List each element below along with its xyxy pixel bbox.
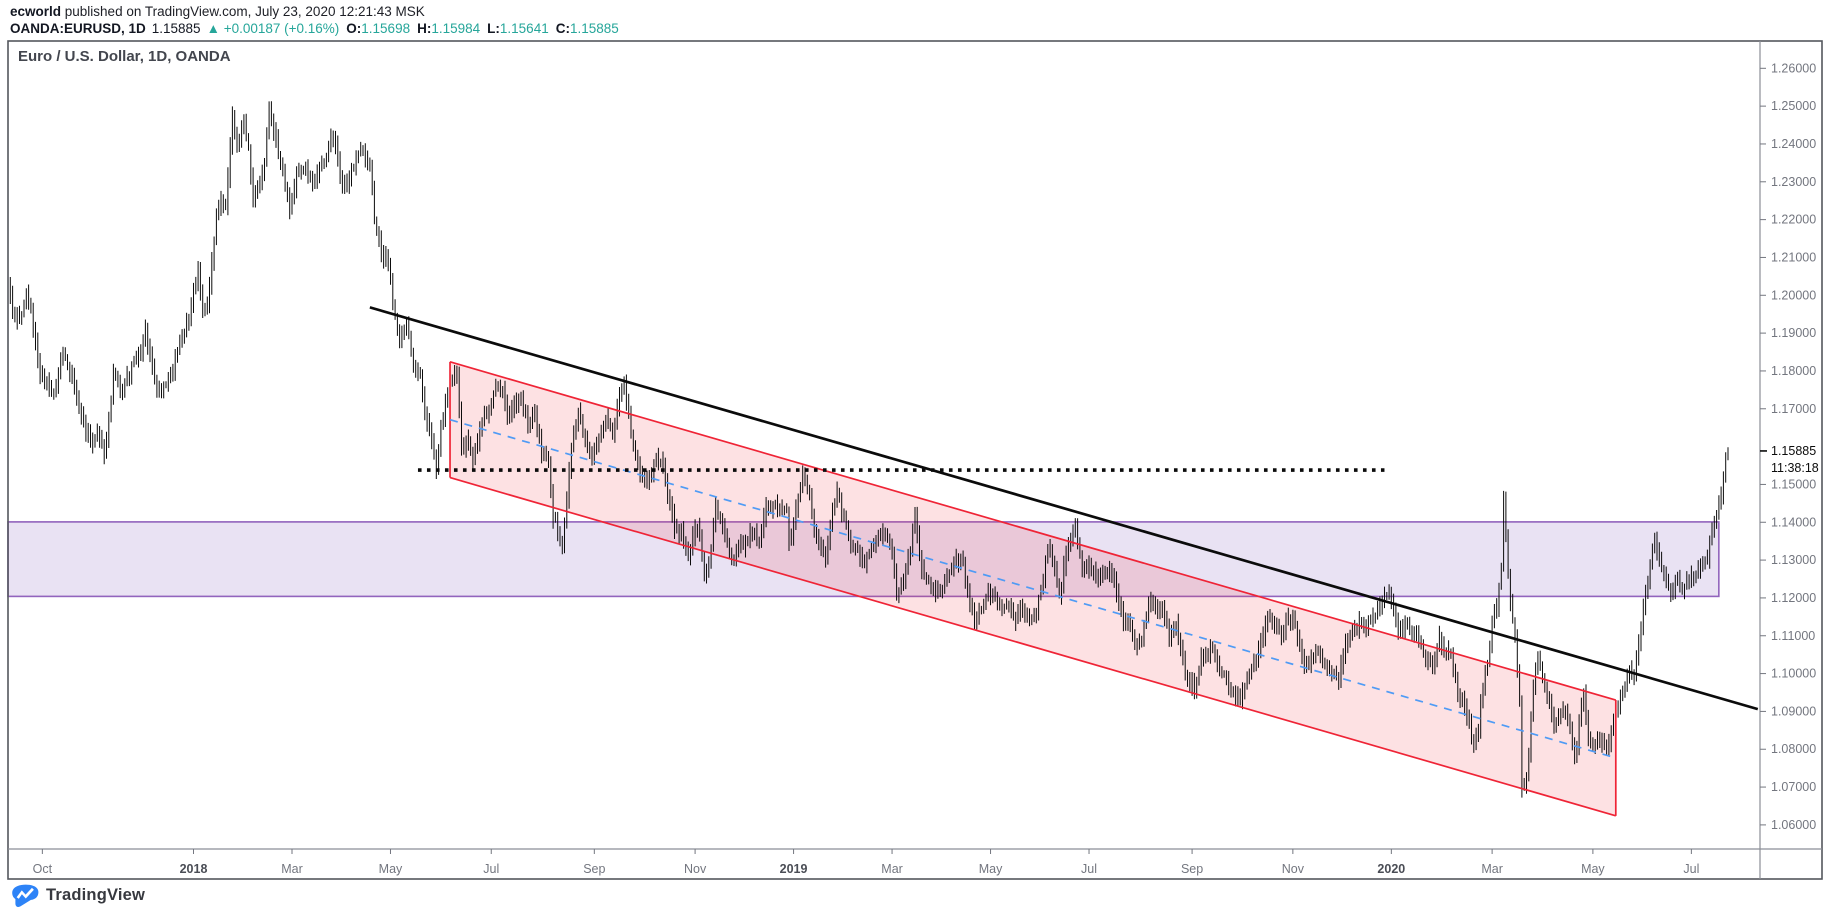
time-tick-label[interactable]: Sep [1181,862,1203,876]
symbol-name[interactable]: OANDA:EURUSD, 1D [10,21,146,36]
bar-countdown-label: 11:38:18 [1771,461,1819,475]
price-tick-label[interactable]: 1.10000 [1771,667,1816,681]
low-label: L: [487,21,500,36]
time-tick-label[interactable]: Jul [1683,862,1699,876]
price-tick-label[interactable]: 1.26000 [1771,61,1816,75]
time-tick-label[interactable]: Nov [684,862,707,876]
last-price-axis-label: 1.15885 [1771,444,1816,458]
price-tick-label[interactable]: 1.08000 [1771,742,1816,756]
price-tick-label[interactable]: 1.07000 [1771,780,1816,794]
price-tick-label[interactable]: 1.23000 [1771,175,1816,189]
snapshot-header: ecworld published on TradingView.com, Ju… [10,4,619,37]
price-tick-label[interactable]: 1.24000 [1771,137,1816,151]
time-tick-label[interactable]: May [1581,862,1605,876]
price-tick-label[interactable]: 1.17000 [1771,402,1816,416]
price-tick-label[interactable]: 1.13000 [1771,553,1816,567]
time-tick-label[interactable]: Mar [281,862,303,876]
price-tick-label[interactable]: 1.22000 [1771,213,1816,227]
price-tick-label[interactable]: 1.21000 [1771,250,1816,264]
last-price: 1.15885 [151,21,201,36]
symbol-line: OANDA:EURUSD, 1D 1.15885 ▲ +0.00187 (+0.16… [10,21,619,37]
high-label: H: [417,21,432,36]
descending-trendline[interactable] [369,306,1759,711]
purple-price-zone[interactable] [7,521,1720,598]
open-value: 1.15698 [361,21,411,36]
time-tick-label[interactable]: 2020 [1377,862,1405,876]
time-tick-label[interactable]: Mar [881,862,903,876]
high-value: 1.15984 [431,21,481,36]
price-tick-label[interactable]: 1.18000 [1771,364,1816,378]
channel-median-line[interactable] [449,418,1617,759]
time-tick-label[interactable]: May [379,862,403,876]
close-value: 1.15885 [569,21,619,36]
price-tick-label[interactable]: 1.09000 [1771,704,1816,718]
price-change: ▲ +0.00187 (+0.16%) [206,21,340,36]
price-tick-label[interactable]: 1.19000 [1771,326,1816,340]
time-tick-label[interactable]: 2019 [780,862,808,876]
time-tick-label[interactable]: Oct [33,862,53,876]
tradingview-logo[interactable]: TradingView [12,884,145,907]
price-tick-label[interactable]: 1.25000 [1771,99,1816,113]
low-value: 1.15641 [499,21,549,36]
time-tick-label[interactable]: 2018 [180,862,208,876]
price-tick-label[interactable]: 1.12000 [1771,591,1816,605]
time-tick-label[interactable]: Nov [1282,862,1305,876]
time-tick-label[interactable]: Jul [483,862,499,876]
tradingview-mountain-icon [12,884,39,907]
chart-frame [7,40,1823,880]
publish-info: published on TradingView.com, July 23, 2… [64,4,425,19]
price-tick-label[interactable]: 1.14000 [1771,515,1816,529]
close-label: C: [555,21,570,36]
time-tick-label[interactable]: Jul [1081,862,1097,876]
time-tick-label[interactable]: Mar [1481,862,1503,876]
price-tick-label[interactable]: 1.15000 [1771,477,1816,491]
channel-upper-line[interactable] [449,361,1617,701]
price-tick-label[interactable]: 1.20000 [1771,288,1816,302]
publish-line: ecworld published on TradingView.com, Ju… [10,4,619,20]
author-name: ecworld [10,4,62,19]
time-tick-label[interactable]: May [979,862,1003,876]
channel-lower-line[interactable] [449,476,1617,817]
tradingview-logo-text: TradingView [46,886,146,904]
time-tick-label[interactable]: Sep [583,862,605,876]
price-tick-label[interactable]: 1.11000 [1771,629,1815,643]
chart-legend-title[interactable]: Euro / U.S. Dollar, 1D, OANDA [18,48,231,65]
price-tick-label[interactable]: 1.06000 [1771,818,1816,832]
open-label: O: [346,21,362,36]
